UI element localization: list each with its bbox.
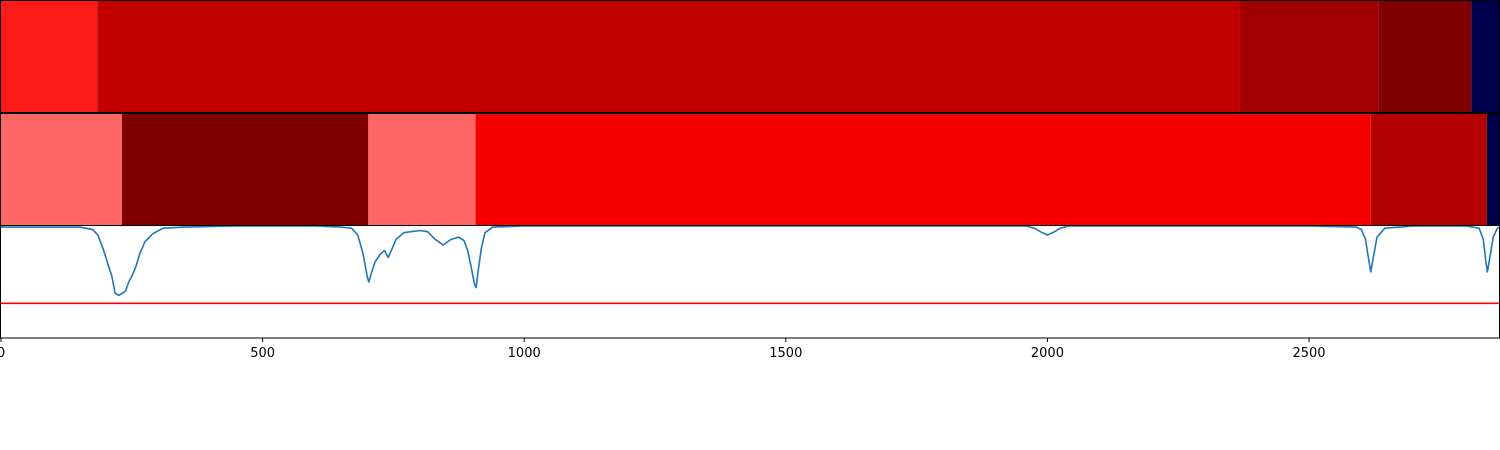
heatmap-segment-2-6 bbox=[1486, 114, 1500, 225]
heatmap-segment-2-4 bbox=[475, 114, 1371, 225]
heatmap-segment-2-3 bbox=[368, 114, 476, 225]
heatmap-segment-1-4 bbox=[1378, 1, 1472, 112]
x-tick-label-2500: 2500 bbox=[1292, 346, 1325, 361]
heatmap-segment-2-2 bbox=[121, 114, 369, 225]
line-plot-panel bbox=[0, 225, 1500, 339]
heatmap-segment-1-3 bbox=[1239, 1, 1379, 112]
heatmap-segment-2-1 bbox=[1, 114, 122, 225]
x-tick-label-2000: 2000 bbox=[1031, 346, 1064, 361]
heatmap-segment-1-2 bbox=[97, 1, 1240, 112]
x-tick-label-0: 0 bbox=[0, 346, 5, 361]
x-tick-label-500: 500 bbox=[250, 346, 275, 361]
heatmap-segment-1-1 bbox=[1, 1, 98, 112]
heatmap-segment-2-5 bbox=[1370, 114, 1487, 225]
heatmap-strip-middle bbox=[0, 113, 1500, 226]
x-axis: 0 500 1000 1500 2000 2500 bbox=[0, 338, 1326, 361]
x-tick-label-1500: 1500 bbox=[769, 346, 802, 361]
heatmap-strip-top bbox=[0, 0, 1500, 113]
series-line-1 bbox=[1, 225, 1500, 297]
plot-background bbox=[0, 226, 1500, 338]
heatmap-segment-1-5 bbox=[1471, 1, 1500, 112]
x-tick-label-1000: 1000 bbox=[508, 346, 541, 361]
